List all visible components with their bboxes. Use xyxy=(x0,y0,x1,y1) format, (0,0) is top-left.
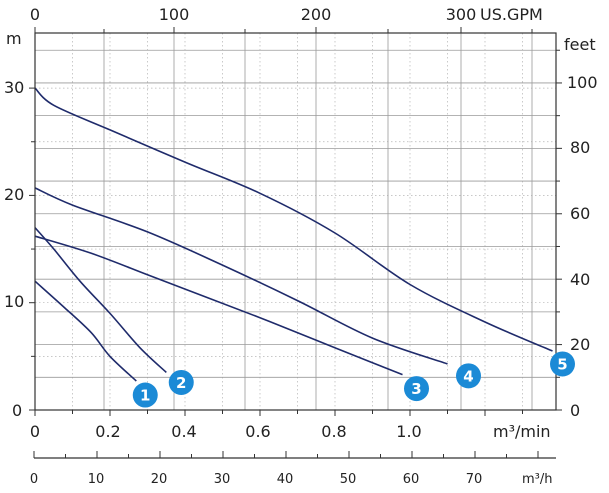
secondary-tick-20: 20 xyxy=(151,472,168,487)
curve-2 xyxy=(35,228,166,373)
badge-label: 1 xyxy=(140,387,150,405)
badge-4: 4 xyxy=(456,363,481,388)
bottom-tick-0.8: 0.8 xyxy=(321,422,346,441)
right-tick-80: 80 xyxy=(570,138,590,157)
left-tick-30: 30 xyxy=(4,78,24,97)
secondary-axis: 0 10 20 30 40 50 60 70 m³/h xyxy=(30,451,556,487)
bottom-tick-0: 0 xyxy=(30,422,40,441)
secondary-tick-70: 70 xyxy=(466,472,483,487)
curve-4 xyxy=(35,188,448,364)
curve-1 xyxy=(35,281,136,381)
secondary-axis-unit: m³/h xyxy=(522,472,553,487)
top-axis-unit: US.GPM xyxy=(480,5,543,24)
secondary-tick-10: 10 xyxy=(88,472,105,487)
secondary-tick-50: 50 xyxy=(340,472,357,487)
plot-frame xyxy=(35,33,556,410)
right-tick-0: 0 xyxy=(570,401,580,420)
top-tick-0: 0 xyxy=(30,5,40,24)
curve-3 xyxy=(35,236,403,374)
badge-3: 3 xyxy=(404,376,429,401)
badge-2: 2 xyxy=(169,370,194,395)
badge-label: 3 xyxy=(411,380,421,398)
bottom-axis-unit: m³/min xyxy=(493,422,551,441)
curve-badges: 1 2 3 4 5 xyxy=(133,351,575,407)
top-axis: 0 100 200 300 US.GPM xyxy=(30,5,543,24)
left-axis: m 30 20 10 0 xyxy=(4,29,24,420)
left-tick-20: 20 xyxy=(4,185,24,204)
secondary-tick-30: 30 xyxy=(214,472,231,487)
badge-5: 5 xyxy=(550,351,575,376)
left-tick-10: 10 xyxy=(4,292,24,311)
top-tick-300: 300 xyxy=(446,5,477,24)
bottom-axis: 0 0.2 0.4 0.6 0.8 1.0 m³/min xyxy=(30,422,551,441)
right-axis-unit: feet xyxy=(564,35,596,54)
left-tick-0: 0 xyxy=(12,401,22,420)
badge-label: 2 xyxy=(176,374,186,392)
badge-label: 5 xyxy=(557,355,567,373)
bottom-tick-0.2: 0.2 xyxy=(95,422,120,441)
right-tick-100: 100 xyxy=(567,73,598,92)
secondary-tick-0: 0 xyxy=(30,472,38,487)
right-tick-20: 20 xyxy=(570,335,590,354)
right-tick-40: 40 xyxy=(570,270,590,289)
badge-1: 1 xyxy=(133,383,158,408)
pump-curves xyxy=(35,88,553,381)
tick-marks xyxy=(29,27,562,416)
bottom-tick-1.0: 1.0 xyxy=(396,422,421,441)
top-tick-100: 100 xyxy=(159,5,190,24)
left-axis-unit: m xyxy=(6,29,22,48)
grid xyxy=(35,33,556,410)
badge-label: 4 xyxy=(463,367,473,385)
secondary-tick-60: 60 xyxy=(403,472,420,487)
secondary-tick-40: 40 xyxy=(277,472,294,487)
top-tick-200: 200 xyxy=(301,5,332,24)
right-tick-60: 60 xyxy=(570,204,590,223)
bottom-tick-0.6: 0.6 xyxy=(245,422,270,441)
bottom-tick-0.4: 0.4 xyxy=(171,422,196,441)
